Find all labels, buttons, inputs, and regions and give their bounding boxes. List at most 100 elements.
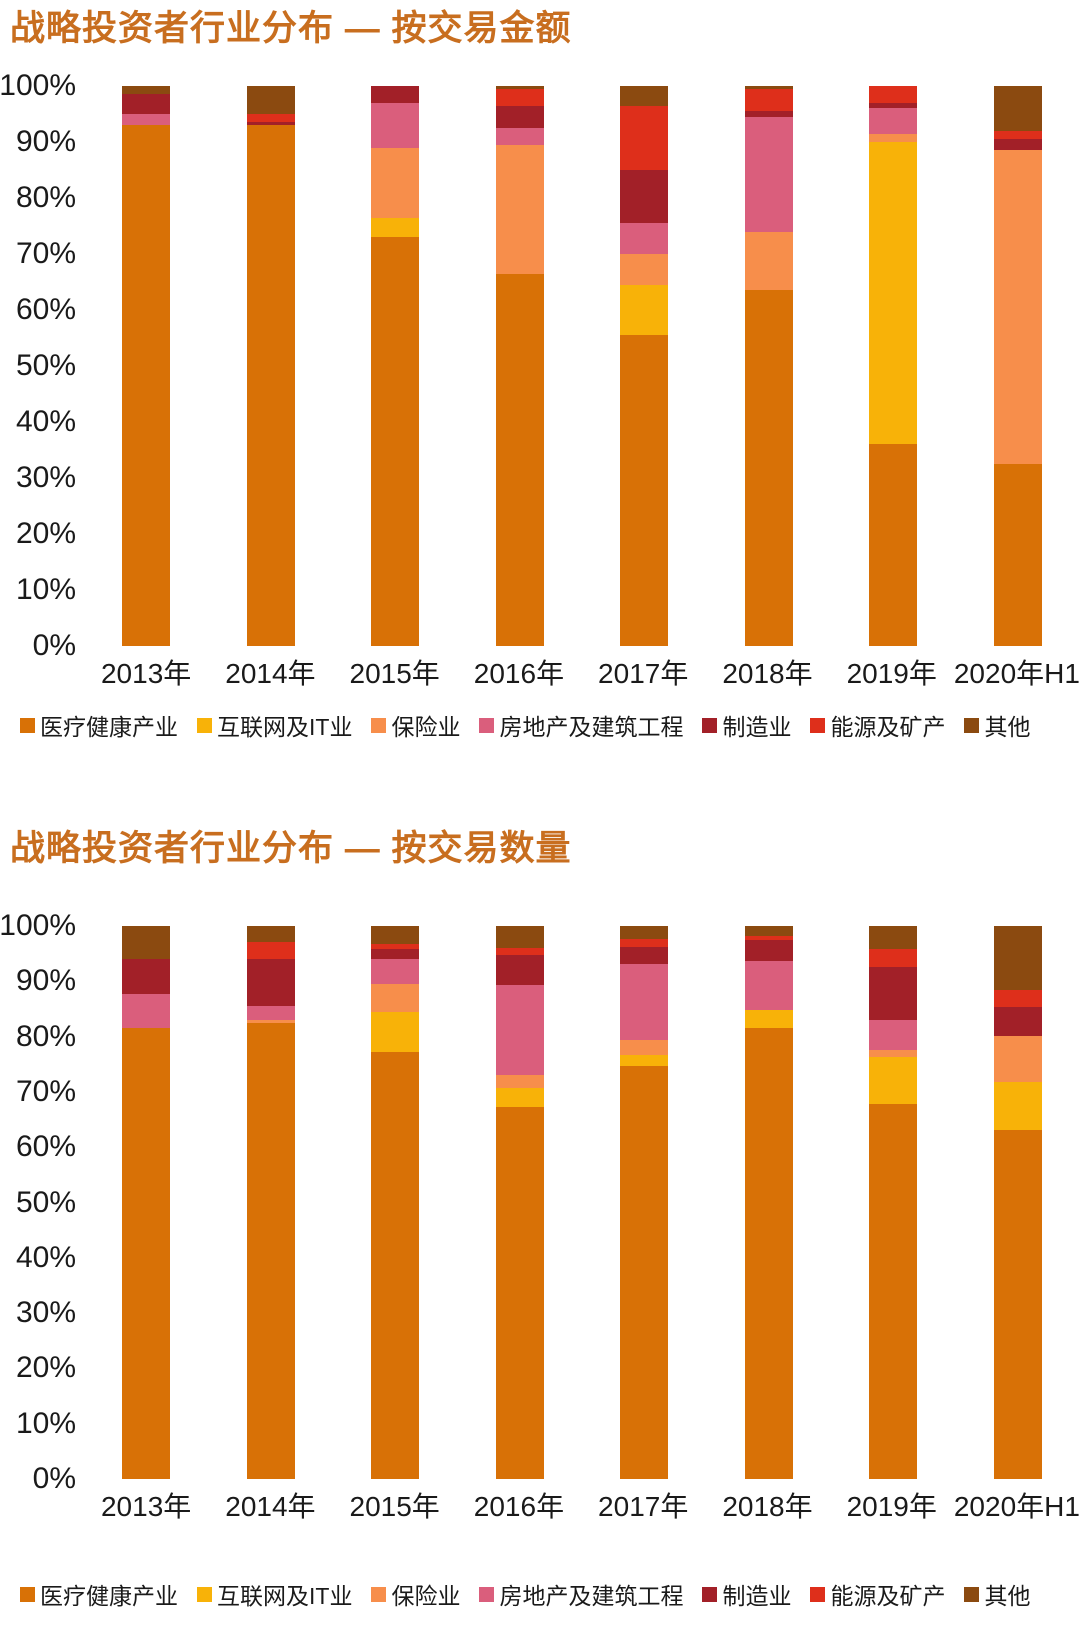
bar-segment <box>993 150 1042 464</box>
legend-by-amount: 医疗健康产业 互联网及IT业 保险业 房地产及建筑工程 制造业 能源及矿产 其他 <box>0 708 1080 742</box>
y-tick-label: 70% <box>15 237 76 270</box>
bar-segment <box>495 128 544 145</box>
bar-segment <box>869 1104 918 1479</box>
x-tick-label: 2020年H1 <box>953 1491 1080 1522</box>
bar-segment <box>869 926 918 950</box>
legend-item: 制造业 <box>702 708 791 742</box>
bar-slot <box>458 926 583 1479</box>
bar-segment <box>495 1106 544 1479</box>
bar-slot <box>458 86 583 646</box>
bar-segment <box>371 237 420 646</box>
bar-slot <box>209 926 334 1479</box>
x-tick-label: 2016年 <box>473 658 565 689</box>
legend-item: 保险业 <box>371 1577 460 1611</box>
chart-by-count: 战略投资者行业分布 — 按交易数量 100% 90% 80% 70% 60% 50% 40%… <box>0 820 1080 1611</box>
legend-swatch-icon <box>371 717 387 733</box>
bar-segment <box>744 960 793 1010</box>
y-tick-label: 30% <box>15 461 76 494</box>
bar-segment <box>744 290 793 646</box>
x-axis-by-amount: 2013年 2014年 2015年 2016年 2017年 2018年 2019年 2020年… <box>0 652 1080 692</box>
bar-segment <box>869 444 918 646</box>
y-axis-by-amount: 100% 90% 80% 70% 60% 50% 40% 30% 20% 10% 0% <box>0 69 84 662</box>
y-tick-label: 100% <box>0 69 76 102</box>
bar-segment <box>495 926 544 949</box>
legend-item: 其他 <box>964 708 1030 742</box>
bar-segment <box>620 926 669 940</box>
stacked-bar <box>122 86 171 646</box>
legend-item: 能源及矿产 <box>810 1577 945 1611</box>
legend-swatch-icon <box>964 1586 980 1602</box>
bar-slot <box>956 86 1080 646</box>
bar-slot <box>84 926 209 1479</box>
y-tick-label: 70% <box>15 1074 76 1108</box>
bar-segment <box>869 142 918 445</box>
bar-segment <box>495 985 544 1076</box>
legend-swatch-icon <box>810 717 826 733</box>
stacked-bar <box>620 926 669 1479</box>
legend-swatch-icon <box>702 717 718 733</box>
legend-item: 房地产及建筑工程 <box>479 708 683 742</box>
legend-swatch-icon <box>20 717 35 733</box>
bar-segment <box>246 86 295 115</box>
y-tick-label: 90% <box>15 964 76 998</box>
y-tick-label: 60% <box>15 1130 76 1164</box>
bar-segment <box>993 464 1042 646</box>
bar-segment <box>371 147 420 218</box>
bar-segment <box>993 1035 1042 1082</box>
legend-by-count: 医疗健康产业 互联网及IT业 保险业 房地产及建筑工程 制造业 能源及矿产 其他 <box>0 1577 1080 1611</box>
stacked-bar <box>869 86 918 646</box>
bar-segment <box>246 1022 295 1479</box>
stacked-bar <box>122 926 171 1479</box>
bar-segment <box>744 1027 793 1479</box>
y-tick-label: 40% <box>15 1240 76 1274</box>
bar-segment <box>993 989 1042 1008</box>
legend-item: 医疗健康产业 <box>20 708 178 742</box>
bar-slot <box>582 926 707 1479</box>
bar-segment <box>246 125 295 646</box>
bar-segment <box>993 86 1042 131</box>
legend-swatch-icon <box>702 1586 718 1602</box>
bar-segment <box>122 1028 171 1479</box>
bar-segment <box>744 88 793 112</box>
y-axis-by-count: 100% 90% 80% 70% 60% 50% 40% 30% 20% 10% 0% <box>0 909 84 1495</box>
bar-segment <box>371 926 420 944</box>
legend-swatch-icon <box>479 717 495 733</box>
bar-segment <box>620 105 669 171</box>
bar-segment <box>122 114 171 126</box>
stacked-bar <box>246 926 295 1479</box>
stacked-bar <box>246 86 295 646</box>
bar-segment <box>122 86 171 95</box>
x-tick-label: 2018年 <box>722 658 813 689</box>
bar-segment <box>869 86 918 103</box>
bar-segment <box>620 254 669 285</box>
bar-segment <box>869 949 918 967</box>
x-tick-label: 2013年 <box>100 1491 192 1522</box>
x-axis-by-count: 2013年 2014年 2015年 2016年 2017年 2018年 2019年 2020年… <box>0 1485 1080 1525</box>
bar-slot <box>333 86 458 646</box>
bar-segment <box>993 926 1042 990</box>
bar-segment <box>371 217 420 238</box>
bar-segment <box>371 1011 420 1052</box>
legend-label: 其他 <box>984 714 1031 740</box>
bar-segment <box>495 955 544 986</box>
bar-segment <box>869 1057 918 1105</box>
bar-segment <box>869 1050 918 1058</box>
bar-segment <box>495 144 544 274</box>
stacked-bar <box>495 926 544 1479</box>
x-tick-label: 2014年 <box>225 658 316 689</box>
bar-segment <box>869 102 918 109</box>
bars-by-amount <box>84 86 1080 646</box>
x-tick-label: 2018年 <box>722 1491 813 1522</box>
bar-segment <box>869 133 918 143</box>
y-tick-label: 50% <box>15 349 76 382</box>
bar-segment <box>993 1129 1042 1479</box>
y-tick-label: 10% <box>15 1406 76 1440</box>
bar-segment <box>620 1039 669 1056</box>
y-tick-label: 80% <box>15 1019 76 1053</box>
x-tick-label: 2019年 <box>846 1491 937 1522</box>
legend-label: 保险业 <box>391 1583 461 1609</box>
bar-segment <box>744 111 793 117</box>
bar-segment <box>993 130 1042 140</box>
bar-segment <box>122 94 171 115</box>
bar-segment <box>371 958 420 984</box>
